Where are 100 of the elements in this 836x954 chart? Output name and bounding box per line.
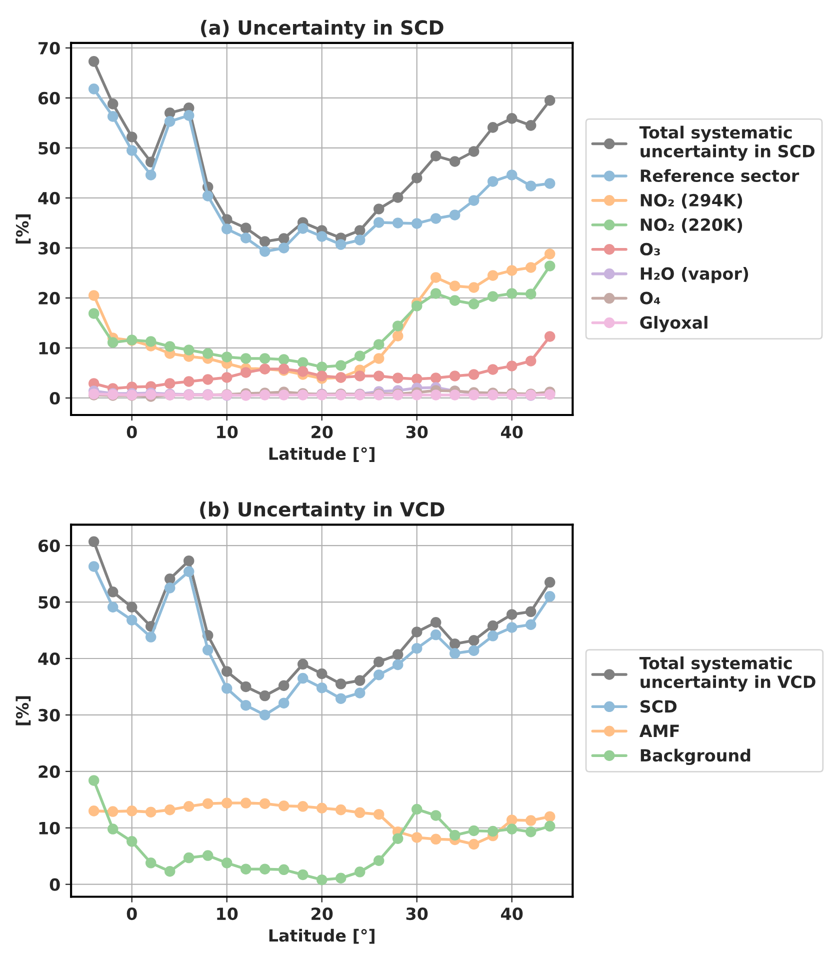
legend-label: H₂O (vapor) (640, 267, 748, 284)
point (278, 864, 290, 876)
point (544, 591, 556, 602)
point (487, 122, 498, 133)
x-tick-label: 0 (126, 426, 137, 438)
point (126, 614, 138, 626)
point (164, 378, 176, 389)
point (297, 869, 308, 880)
y-tick-label: 0 (50, 392, 60, 405)
point (373, 670, 384, 680)
point (430, 616, 442, 628)
point (468, 645, 480, 656)
x-tick-label: 30 (406, 907, 428, 920)
point (202, 644, 214, 656)
point (316, 362, 328, 372)
point (449, 210, 460, 220)
point (145, 858, 156, 868)
point (544, 576, 556, 588)
point (107, 806, 118, 817)
point (430, 372, 442, 384)
x-tick-label: 40 (501, 907, 523, 920)
point (316, 802, 328, 814)
point (354, 675, 366, 686)
chart-title: (a) Uncertainty in SCD (201, 20, 444, 39)
point (468, 298, 480, 310)
point (202, 374, 214, 385)
point (411, 626, 422, 638)
point (487, 630, 498, 642)
point (525, 619, 536, 630)
point (392, 659, 404, 670)
point (221, 224, 232, 234)
point (411, 642, 422, 654)
point (430, 150, 442, 162)
point (544, 178, 556, 189)
point (164, 341, 176, 352)
point (316, 231, 328, 242)
point (164, 574, 176, 584)
point (126, 806, 138, 816)
point (240, 864, 252, 874)
point (183, 376, 194, 387)
point (164, 804, 176, 816)
point (373, 353, 384, 364)
point (240, 700, 252, 711)
point (316, 682, 328, 694)
point (525, 262, 536, 273)
point (354, 807, 366, 818)
point (183, 555, 194, 566)
point (164, 866, 176, 877)
y-tick-label: 40 (38, 192, 60, 205)
point (392, 372, 404, 384)
point (392, 833, 404, 844)
point (449, 648, 460, 659)
x-axis-title: Latitude [°] (269, 928, 374, 944)
point (183, 801, 194, 812)
point (468, 825, 480, 836)
point (335, 239, 346, 250)
point (259, 353, 270, 364)
point (468, 146, 480, 157)
point (107, 98, 118, 110)
point (411, 300, 422, 312)
point (107, 602, 118, 613)
point (487, 291, 498, 302)
point (430, 810, 442, 821)
y-tick-label: 30 (38, 242, 60, 255)
y-tick-label: 70 (38, 42, 60, 54)
point (88, 290, 100, 301)
point (88, 536, 100, 548)
point (221, 858, 232, 868)
point (107, 586, 118, 598)
point (354, 225, 366, 236)
point (88, 84, 100, 94)
x-axis-title: Latitude [°] (269, 447, 374, 462)
x-tick-label: 20 (312, 907, 333, 920)
point (240, 681, 252, 692)
point (525, 120, 536, 131)
point (430, 288, 442, 299)
point (107, 111, 118, 122)
y-tick-label: 40 (38, 652, 60, 666)
legend-label: NO₂ (220K) (640, 218, 742, 233)
point (506, 622, 518, 633)
point (126, 602, 138, 613)
point (373, 855, 384, 866)
y-tick-label: 0 (50, 878, 60, 891)
point (297, 801, 308, 812)
point (525, 606, 536, 618)
point (259, 864, 270, 874)
point (525, 288, 536, 300)
point (468, 195, 480, 206)
point (449, 830, 460, 841)
point (221, 683, 232, 694)
point (430, 834, 442, 845)
point (240, 367, 252, 378)
point (278, 800, 290, 812)
point (449, 280, 460, 292)
point (202, 798, 214, 809)
point (145, 170, 156, 180)
point (449, 370, 460, 382)
legend-label: Glyoxal (640, 316, 708, 332)
x-tick-label: 30 (406, 426, 428, 438)
point (392, 649, 404, 660)
